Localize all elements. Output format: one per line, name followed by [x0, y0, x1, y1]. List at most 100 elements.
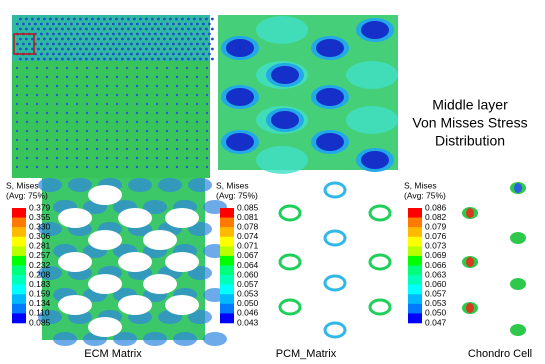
dot — [45, 165, 49, 169]
dot — [55, 75, 59, 79]
dot — [133, 47, 136, 51]
void — [361, 151, 389, 169]
void — [165, 295, 199, 315]
dot — [160, 42, 163, 46]
dot — [35, 138, 39, 142]
dot — [34, 22, 37, 26]
dot — [205, 111, 209, 115]
dot — [199, 37, 202, 41]
dot — [175, 27, 178, 31]
dot — [82, 32, 85, 36]
dot — [135, 156, 139, 160]
dot — [94, 32, 97, 36]
dot — [133, 27, 136, 31]
dot — [25, 147, 29, 151]
dot — [133, 17, 136, 21]
dot — [55, 27, 58, 31]
dot — [15, 129, 19, 133]
dot — [190, 42, 193, 46]
dot — [185, 129, 189, 133]
dot — [65, 111, 69, 115]
legend-band — [12, 227, 26, 238]
dot — [97, 17, 100, 21]
dot — [185, 84, 189, 88]
legend-band — [220, 217, 234, 228]
pcm-ring — [278, 298, 302, 316]
dot — [185, 138, 189, 142]
pcm-ring — [368, 298, 392, 316]
legend-band — [220, 246, 234, 257]
void — [271, 111, 299, 129]
pcm-ring — [323, 274, 347, 292]
stress-patch — [38, 310, 62, 324]
void — [316, 39, 344, 57]
dot — [148, 42, 151, 46]
dot — [178, 32, 181, 36]
dot — [15, 165, 19, 169]
dot — [82, 22, 85, 26]
dot — [105, 93, 109, 97]
legend-value: 0.063 — [425, 269, 447, 279]
dot — [67, 57, 70, 61]
stress-patch — [173, 332, 197, 346]
dot — [142, 22, 145, 26]
legend-subtitle: (Avg: 75%) — [404, 190, 446, 200]
dot — [85, 129, 89, 133]
dot — [145, 129, 149, 133]
dot — [100, 32, 103, 36]
dot — [145, 102, 149, 106]
dot — [75, 93, 79, 97]
dot — [45, 102, 49, 106]
dot — [169, 27, 172, 31]
cell-core — [514, 183, 522, 193]
dot — [49, 47, 52, 51]
dot — [28, 22, 31, 26]
dot — [195, 120, 199, 124]
dot — [95, 84, 99, 88]
stress-patch — [188, 310, 212, 324]
dot — [25, 102, 29, 106]
dot — [185, 111, 189, 115]
legend-band — [408, 208, 422, 218]
dot — [31, 37, 34, 41]
description-line: Middle layer — [432, 97, 508, 113]
dot — [105, 165, 109, 169]
dot — [35, 129, 39, 133]
stress-patch — [53, 332, 77, 346]
dot — [97, 47, 100, 51]
void — [88, 274, 122, 294]
dot — [196, 22, 199, 26]
dot — [157, 47, 160, 51]
stress-patch — [113, 332, 137, 346]
dot — [163, 37, 166, 41]
legend-band — [12, 208, 26, 218]
dot — [55, 57, 58, 61]
dot — [193, 47, 196, 51]
stress-patch — [188, 178, 212, 192]
dot — [165, 84, 169, 88]
legend-value: 0.047 — [425, 317, 447, 327]
dot — [205, 102, 209, 106]
dot — [115, 17, 118, 21]
legend-value: 0.073 — [425, 241, 447, 251]
legend-band — [408, 294, 422, 305]
legend-value: 0.050 — [425, 308, 447, 318]
dot — [61, 37, 64, 41]
dot — [46, 32, 49, 36]
dot — [25, 17, 28, 21]
dot — [145, 156, 149, 160]
dot — [195, 93, 199, 97]
dot — [115, 138, 119, 142]
dot — [106, 52, 109, 56]
dot — [175, 138, 179, 142]
cell-core — [466, 257, 474, 267]
dot — [163, 47, 166, 51]
dot — [115, 75, 119, 79]
void — [58, 208, 92, 228]
dot — [175, 47, 178, 51]
dot — [135, 66, 139, 70]
dot — [94, 22, 97, 26]
dot — [35, 156, 39, 160]
dot — [40, 22, 43, 26]
dot — [16, 22, 19, 26]
